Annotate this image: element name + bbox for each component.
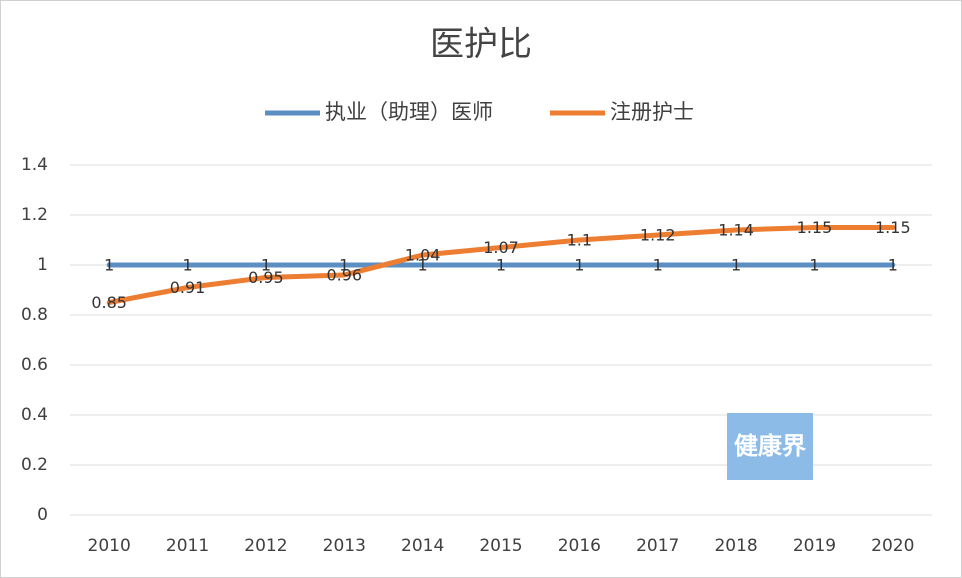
data-label: 1 bbox=[731, 256, 741, 275]
data-label: 1 bbox=[809, 256, 819, 275]
series-line bbox=[106, 225, 896, 305]
data-label: 1.04 bbox=[405, 246, 441, 265]
y-tick-label: 1.4 bbox=[21, 155, 48, 175]
x-tick-label: 2020 bbox=[871, 536, 914, 556]
data-label: 1.12 bbox=[640, 226, 676, 245]
data-label: 1 bbox=[261, 256, 271, 275]
y-tick-label: 0.8 bbox=[21, 305, 48, 325]
y-tick-label: 0 bbox=[37, 505, 48, 525]
data-label: 0.91 bbox=[170, 278, 206, 297]
watermark-box bbox=[727, 413, 813, 480]
data-label: 1 bbox=[653, 256, 663, 275]
x-tick-label: 2014 bbox=[401, 536, 444, 556]
data-label: 1.1 bbox=[567, 231, 592, 250]
x-tick-label: 2019 bbox=[793, 536, 836, 556]
data-label: 1 bbox=[418, 256, 428, 275]
data-label: 0.95 bbox=[248, 268, 284, 287]
x-tick-label: 2017 bbox=[636, 536, 679, 556]
data-label: 1 bbox=[888, 256, 898, 275]
x-tick-label: 2018 bbox=[714, 536, 757, 556]
x-tick-label: 2012 bbox=[244, 536, 287, 556]
chart-title: 医护比 bbox=[430, 25, 532, 65]
legend-label: 注册护士 bbox=[610, 100, 694, 124]
legend-label: 执业（助理）医师 bbox=[325, 100, 493, 124]
x-tick-label: 2016 bbox=[558, 536, 601, 556]
data-label: 1 bbox=[182, 256, 192, 275]
y-tick-label: 0.6 bbox=[21, 355, 48, 375]
data-label: 1.15 bbox=[797, 218, 833, 237]
y-tick-label: 0.2 bbox=[21, 455, 48, 475]
y-tick-label: 0.4 bbox=[21, 405, 48, 425]
watermark: 健康界 bbox=[734, 432, 806, 460]
data-label: 0.96 bbox=[326, 266, 362, 285]
data-label: 1 bbox=[574, 256, 584, 275]
y-tick-label: 1 bbox=[37, 255, 48, 275]
data-label: 1.15 bbox=[875, 218, 911, 237]
data-label: 1 bbox=[339, 256, 349, 275]
x-tick-label: 2013 bbox=[323, 536, 366, 556]
data-label: 0.85 bbox=[91, 293, 127, 312]
x-tick-label: 2015 bbox=[479, 536, 522, 556]
x-tick-label: 2011 bbox=[166, 536, 209, 556]
data-label: 1 bbox=[104, 256, 114, 275]
data-label: 1 bbox=[496, 256, 506, 275]
x-tick-label: 2010 bbox=[88, 536, 131, 556]
data-label: 1.14 bbox=[718, 221, 754, 240]
data-label: 1.07 bbox=[483, 238, 519, 257]
y-tick-label: 1.2 bbox=[21, 205, 48, 225]
